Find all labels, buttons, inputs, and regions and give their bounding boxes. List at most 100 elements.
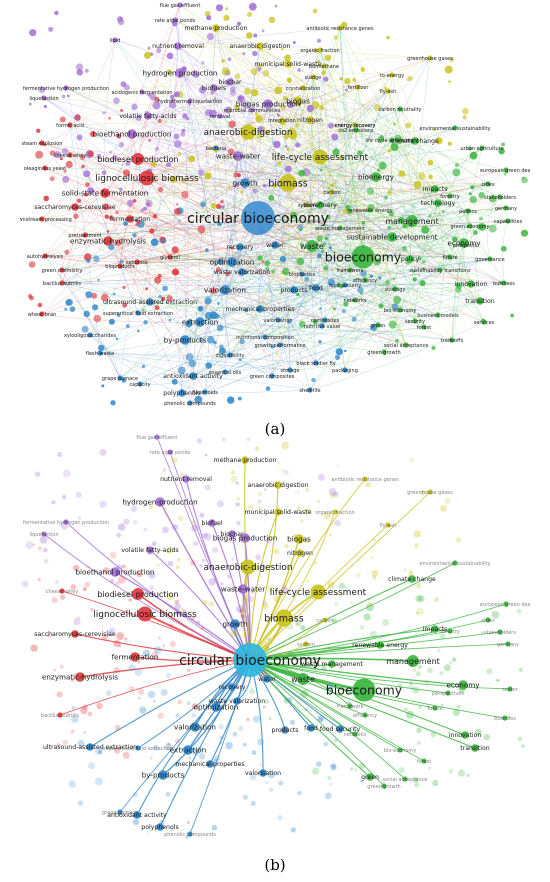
background-node xyxy=(77,800,84,806)
link-line xyxy=(311,245,485,323)
background-node xyxy=(121,378,127,383)
keyword-node xyxy=(322,617,328,623)
link-line xyxy=(89,334,206,393)
keyword-label: flesh waste xyxy=(86,351,114,357)
keyword-label: black soldier fly xyxy=(296,361,335,367)
background-node xyxy=(287,650,294,656)
keyword-label: liquefaction xyxy=(29,532,58,538)
background-node xyxy=(268,717,272,721)
keyword-node xyxy=(220,285,230,295)
keyword-node xyxy=(294,534,304,544)
link-line xyxy=(409,258,472,285)
keyword-label: cheese whey xyxy=(54,153,87,159)
background-node xyxy=(185,116,190,121)
keyword-node xyxy=(431,185,439,193)
background-node xyxy=(113,97,120,104)
background-node xyxy=(155,146,160,151)
background-node xyxy=(122,285,126,290)
keyword-node xyxy=(337,225,343,231)
link-line xyxy=(277,182,289,321)
background-node xyxy=(146,830,150,833)
keyword-network-a: circular bioeconomybioeconomybiomasslife… xyxy=(20,2,530,407)
link-line xyxy=(231,256,364,263)
keyword-node xyxy=(353,127,359,133)
keyword-node xyxy=(174,42,182,50)
keyword-node xyxy=(392,286,398,292)
keyword-label: biogas xyxy=(286,97,310,106)
link-line xyxy=(339,27,364,258)
link-line xyxy=(192,375,311,391)
background-node xyxy=(256,67,262,72)
keyword-label: green chemistry xyxy=(42,268,83,274)
background-node xyxy=(65,160,73,169)
background-node xyxy=(28,293,33,299)
keyword-label: extraction xyxy=(170,746,206,755)
background-node xyxy=(323,76,329,82)
keyword-node xyxy=(97,350,103,356)
background-node xyxy=(329,782,333,786)
link-line xyxy=(357,86,481,302)
link-line xyxy=(439,196,501,271)
keyword-label: capabilities xyxy=(494,219,523,225)
background-node xyxy=(344,88,348,92)
background-node xyxy=(122,169,130,177)
background-node xyxy=(87,150,95,157)
background-node xyxy=(87,711,93,717)
link-line xyxy=(104,115,149,194)
link-line xyxy=(137,158,341,229)
keyword-label: biodiesel production xyxy=(97,590,178,599)
background-node xyxy=(54,10,59,16)
background-node xyxy=(467,146,473,151)
link-line xyxy=(271,156,321,377)
background-node xyxy=(25,541,34,550)
background-node xyxy=(166,549,170,554)
link-line xyxy=(267,103,469,212)
link-line xyxy=(137,158,171,258)
background-node xyxy=(290,719,295,725)
background-node xyxy=(281,468,285,472)
link-line xyxy=(224,74,393,291)
keyword-label: polyphenols xyxy=(163,390,200,397)
background-node xyxy=(267,770,275,779)
link-line xyxy=(177,42,321,51)
link-line xyxy=(213,87,246,184)
keyword-label: policy xyxy=(401,256,420,263)
background-node xyxy=(186,821,190,824)
background-node xyxy=(236,605,245,614)
link-line xyxy=(74,633,251,661)
background-node xyxy=(287,101,294,109)
link-line xyxy=(244,45,261,184)
background-node xyxy=(252,188,258,194)
background-node xyxy=(278,462,281,465)
background-node xyxy=(147,690,156,699)
link-line xyxy=(399,202,439,311)
keyword-node xyxy=(351,245,375,269)
link-line xyxy=(354,124,393,238)
background-node xyxy=(132,233,137,238)
link-line xyxy=(309,256,451,391)
keyword-label: mechanical-properties xyxy=(175,761,244,768)
link-line xyxy=(237,155,364,258)
link-line xyxy=(61,108,401,271)
background-node xyxy=(46,633,51,638)
link-line xyxy=(180,321,201,394)
background-node xyxy=(148,504,154,510)
link-line xyxy=(69,154,131,220)
background-node xyxy=(439,633,446,640)
background-node xyxy=(157,186,164,193)
background-node xyxy=(177,366,186,375)
link-line xyxy=(189,103,269,404)
keyword-label: oleaginous yeast xyxy=(24,166,66,172)
link-line xyxy=(319,49,396,290)
keyword-node xyxy=(476,297,484,305)
background-node xyxy=(157,119,162,123)
background-node xyxy=(264,260,271,266)
keyword-node xyxy=(347,267,353,273)
background-node xyxy=(421,225,430,234)
background-node xyxy=(177,699,182,705)
background-node xyxy=(223,14,230,21)
link-line xyxy=(247,131,371,211)
keyword-label: methane production xyxy=(214,457,277,464)
keyword-label: green xyxy=(361,774,379,781)
link-line xyxy=(411,220,441,271)
